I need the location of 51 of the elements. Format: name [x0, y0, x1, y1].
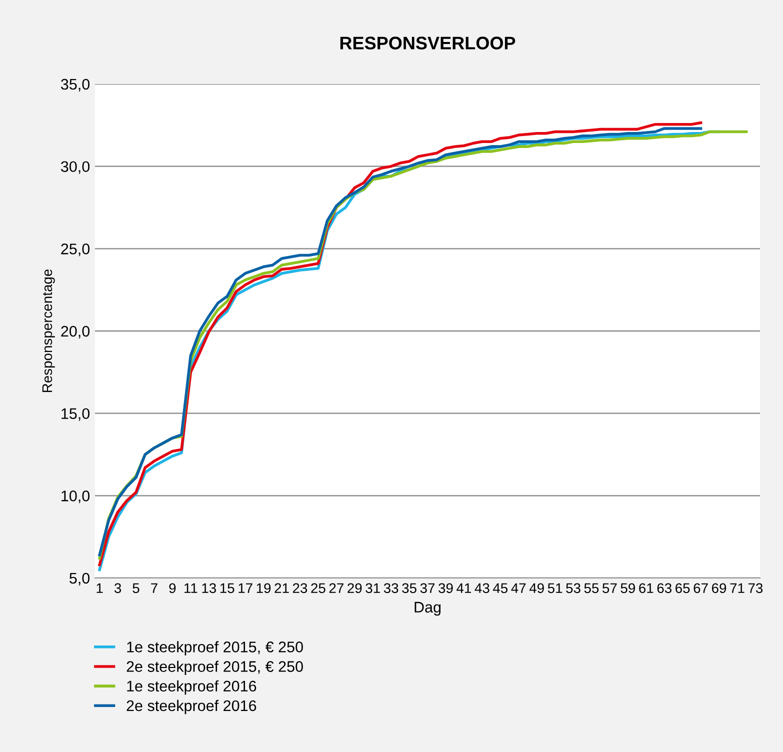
x-tick-label: 73 — [748, 583, 763, 594]
x-tick-label: 3 — [114, 583, 122, 594]
x-tick-label: 5 — [132, 583, 140, 594]
x-tick-label: 43 — [474, 583, 490, 594]
x-tick-label: 35 — [402, 583, 416, 594]
x-tick-label: 23 — [292, 583, 308, 594]
x-tick-label: 41 — [456, 583, 471, 593]
legend-label: 2e steekproef 2015, € 250 — [126, 660, 303, 675]
x-tick-label: 33 — [384, 583, 398, 594]
y-axis-title: Responspercentage — [42, 269, 55, 392]
x-tick-label: 25 — [311, 583, 326, 594]
y-tick-label: 35,0 — [60, 78, 90, 92]
y-tick-label: 15,0 — [62, 408, 90, 421]
x-tick-label: 19 — [256, 583, 271, 594]
x-tick-label: 65 — [676, 583, 690, 594]
x-axis-title: Dag — [414, 602, 441, 616]
x-tick-label: 9 — [169, 583, 176, 594]
x-tick-label: 63 — [657, 583, 672, 594]
x-tick-label: 67 — [694, 583, 708, 594]
x-tick-label: 53 — [566, 583, 580, 594]
chart-title: RESPONSVERLOOP — [340, 36, 516, 50]
y-tick-label: 20,0 — [61, 326, 90, 338]
x-tick-label: 57 — [602, 583, 617, 594]
legend-label: 2e steekproef 2016 — [126, 700, 256, 714]
x-tick-label: 31 — [366, 583, 380, 594]
x-tick-label: 37 — [420, 583, 435, 594]
x-tick-label: 55 — [584, 583, 599, 594]
x-tick-label: 7 — [151, 583, 158, 593]
x-tick-label: 27 — [329, 583, 344, 593]
x-tick-label: 1 — [96, 583, 103, 593]
x-tick-label: 21 — [274, 583, 289, 593]
legend-label: 1e steekproef 2016 — [127, 680, 256, 695]
x-tick-label: 17 — [238, 583, 252, 593]
x-tick-label: 49 — [529, 583, 544, 594]
x-tick-label: 13 — [202, 583, 216, 594]
y-tick-label: 30,0 — [60, 161, 90, 174]
x-tick-label: 29 — [348, 583, 362, 594]
x-tick-label: 51 — [548, 583, 562, 594]
x-tick-label: 71 — [730, 583, 744, 593]
x-tick-label: 15 — [220, 583, 234, 594]
x-tick-label: 69 — [712, 583, 726, 594]
x-tick-label: 39 — [438, 583, 453, 594]
x-tick-label: 47 — [511, 583, 526, 593]
y-tick-label: 10,0 — [62, 490, 90, 504]
y-tick-label: 25,0 — [61, 244, 90, 256]
x-tick-label: 61 — [639, 583, 654, 594]
legend-label: 1e steekproef 2015, € 250 — [127, 641, 303, 656]
x-tick-label: 59 — [620, 583, 635, 594]
x-tick-label: 11 — [184, 583, 198, 593]
x-tick-label: 45 — [492, 583, 508, 594]
y-tick-label: 5,0 — [70, 572, 90, 586]
